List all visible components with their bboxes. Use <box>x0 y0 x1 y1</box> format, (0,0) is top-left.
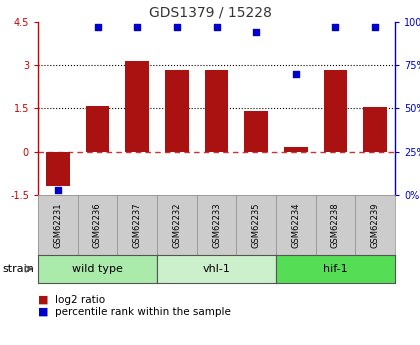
Text: GSM62238: GSM62238 <box>331 202 340 248</box>
Point <box>213 24 220 30</box>
Text: GSM62239: GSM62239 <box>371 202 380 248</box>
Bar <box>363 107 387 152</box>
Bar <box>323 70 347 152</box>
Text: strain: strain <box>2 264 34 274</box>
Bar <box>46 152 70 186</box>
Text: ■: ■ <box>38 307 48 317</box>
Text: GSM62233: GSM62233 <box>212 202 221 248</box>
Bar <box>284 147 308 152</box>
Bar <box>125 61 149 152</box>
Text: GSM62235: GSM62235 <box>252 202 261 248</box>
Point <box>253 30 260 35</box>
Text: log2 ratio: log2 ratio <box>55 295 105 305</box>
Point <box>372 24 378 30</box>
Text: GSM62231: GSM62231 <box>53 202 62 248</box>
Text: percentile rank within the sample: percentile rank within the sample <box>55 307 231 317</box>
Text: GSM62236: GSM62236 <box>93 202 102 248</box>
Text: GDS1379 / 15228: GDS1379 / 15228 <box>149 5 271 19</box>
Point <box>292 71 299 77</box>
Bar <box>165 70 189 152</box>
Point <box>94 24 101 30</box>
Text: GSM62234: GSM62234 <box>291 202 300 248</box>
Bar <box>86 106 109 152</box>
Point <box>173 24 180 30</box>
Text: GSM62237: GSM62237 <box>133 202 142 248</box>
Point <box>332 24 339 30</box>
Text: hif-1: hif-1 <box>323 264 348 274</box>
Bar <box>205 70 228 152</box>
Bar <box>244 111 268 152</box>
Point <box>55 187 61 193</box>
Text: ■: ■ <box>38 295 48 305</box>
Text: wild type: wild type <box>72 264 123 274</box>
Text: GSM62232: GSM62232 <box>172 202 181 248</box>
Text: vhl-1: vhl-1 <box>202 264 231 274</box>
Point <box>134 24 141 30</box>
